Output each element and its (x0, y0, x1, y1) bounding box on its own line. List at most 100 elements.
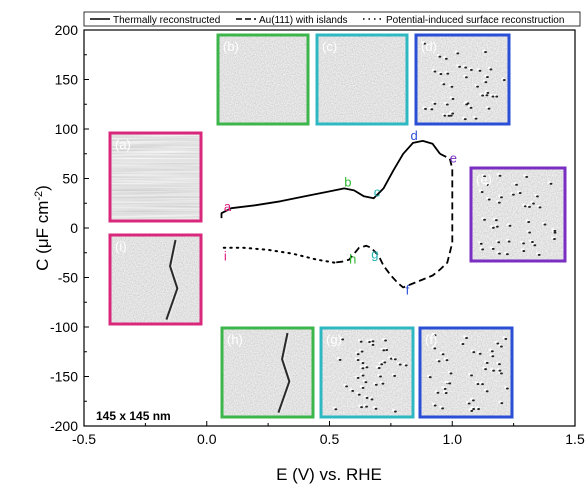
island-shadow (442, 83, 446, 86)
island-shadow (334, 408, 338, 411)
island-shadow (522, 242, 526, 245)
step-edge (277, 332, 291, 413)
island-shadow (507, 240, 511, 243)
island-shadow (365, 396, 369, 399)
inset-label: (h) (227, 332, 243, 347)
island-shadow (361, 386, 365, 389)
y-axis-title: C (μF cm-2) (33, 185, 52, 271)
island-shadow (538, 206, 542, 209)
island-shadow (502, 79, 506, 82)
inset-image (218, 35, 308, 124)
island-shadow (450, 85, 454, 88)
island-shadow (515, 183, 518, 186)
island-shadow (447, 114, 451, 117)
inset-label: (e) (476, 172, 492, 187)
step-highlight (167, 239, 180, 320)
island-shadow (439, 72, 443, 75)
island-shadow (479, 242, 483, 245)
island-shadow (338, 358, 342, 361)
inset-border (418, 326, 514, 419)
inset-h: (h) (220, 326, 315, 419)
point-label: f (406, 282, 410, 297)
island-shadow (393, 374, 397, 377)
inset-images: (a) (b) (c) (d) (e) (f) (g) (h) (i) (108, 33, 567, 419)
island-shadow (465, 337, 468, 340)
island-shadow (553, 231, 557, 234)
island-shadow (385, 349, 389, 352)
inset-border (319, 326, 415, 419)
point-label: g (371, 247, 378, 262)
inset-label: (d) (421, 39, 437, 54)
point-label: e (450, 151, 457, 166)
island-shadow (500, 372, 503, 375)
island-shadow (377, 367, 381, 370)
point-label: a (224, 199, 232, 214)
inset-g: (g) (319, 326, 415, 419)
island-shadow (458, 65, 461, 68)
point-label: c (374, 184, 381, 199)
island-shadow (456, 52, 460, 55)
island-shadow (380, 363, 384, 366)
x-tick-label: 0.5 (320, 431, 340, 447)
island-shadow (553, 237, 556, 240)
island-shadow (437, 360, 441, 363)
island-shadow (505, 253, 509, 256)
island-shadow (500, 402, 504, 405)
island-shadow (489, 68, 493, 71)
island-shadow (461, 342, 465, 345)
island-shadow (374, 407, 378, 410)
island-shadow (467, 402, 471, 405)
island-shadow (438, 55, 442, 58)
legend-box (83, 11, 581, 27)
island-shadow (465, 76, 468, 79)
island-shadow (471, 399, 475, 402)
island-shadow (433, 102, 437, 105)
island-shadow (518, 191, 522, 194)
island-shadow (480, 191, 484, 194)
island-shadow (476, 382, 480, 385)
island-shadow (433, 404, 437, 407)
island-shadow (451, 112, 455, 115)
inset-label: (a) (115, 137, 131, 152)
island-shadow (504, 337, 508, 340)
island-shadow (500, 196, 503, 199)
island-shadow (543, 223, 547, 226)
inset-label: (b) (223, 39, 239, 54)
island-shadow (522, 250, 526, 253)
inset-d: (d) (414, 33, 511, 126)
island-shadow (374, 383, 378, 386)
island-shadow (486, 91, 490, 94)
island-shadow (384, 339, 387, 342)
y-tick-label: -100 (50, 319, 78, 335)
island-shadow (484, 50, 487, 53)
island-shadow (365, 366, 369, 369)
island-shadow (498, 369, 502, 372)
inset-label: (g) (326, 332, 342, 347)
island-shadow (469, 106, 473, 109)
island-shadow (498, 252, 501, 255)
island-shadow (371, 340, 375, 343)
inset-border (220, 326, 315, 419)
island-shadow (508, 224, 512, 227)
point-label: i (224, 249, 227, 264)
island-shadow (472, 351, 476, 354)
inset-border (216, 33, 310, 126)
island-shadow (446, 72, 450, 75)
island-shadow (470, 409, 474, 412)
legend: Thermally reconstructed Au(111) with isl… (83, 11, 581, 27)
island-shadow (436, 391, 440, 394)
inset-a: (a) (108, 131, 203, 223)
island-shadow (433, 70, 437, 73)
inset-image (110, 235, 201, 324)
island-shadow (443, 114, 447, 117)
inset-border (469, 166, 567, 263)
island-shadow (536, 195, 539, 198)
island-shadow (371, 343, 375, 346)
y-tick-label: -200 (50, 418, 78, 434)
island-shadow (487, 107, 491, 110)
series-line (220, 246, 336, 264)
inset-e: (e) (469, 166, 567, 263)
island-shadow (394, 410, 397, 413)
island-shadow (443, 387, 447, 390)
